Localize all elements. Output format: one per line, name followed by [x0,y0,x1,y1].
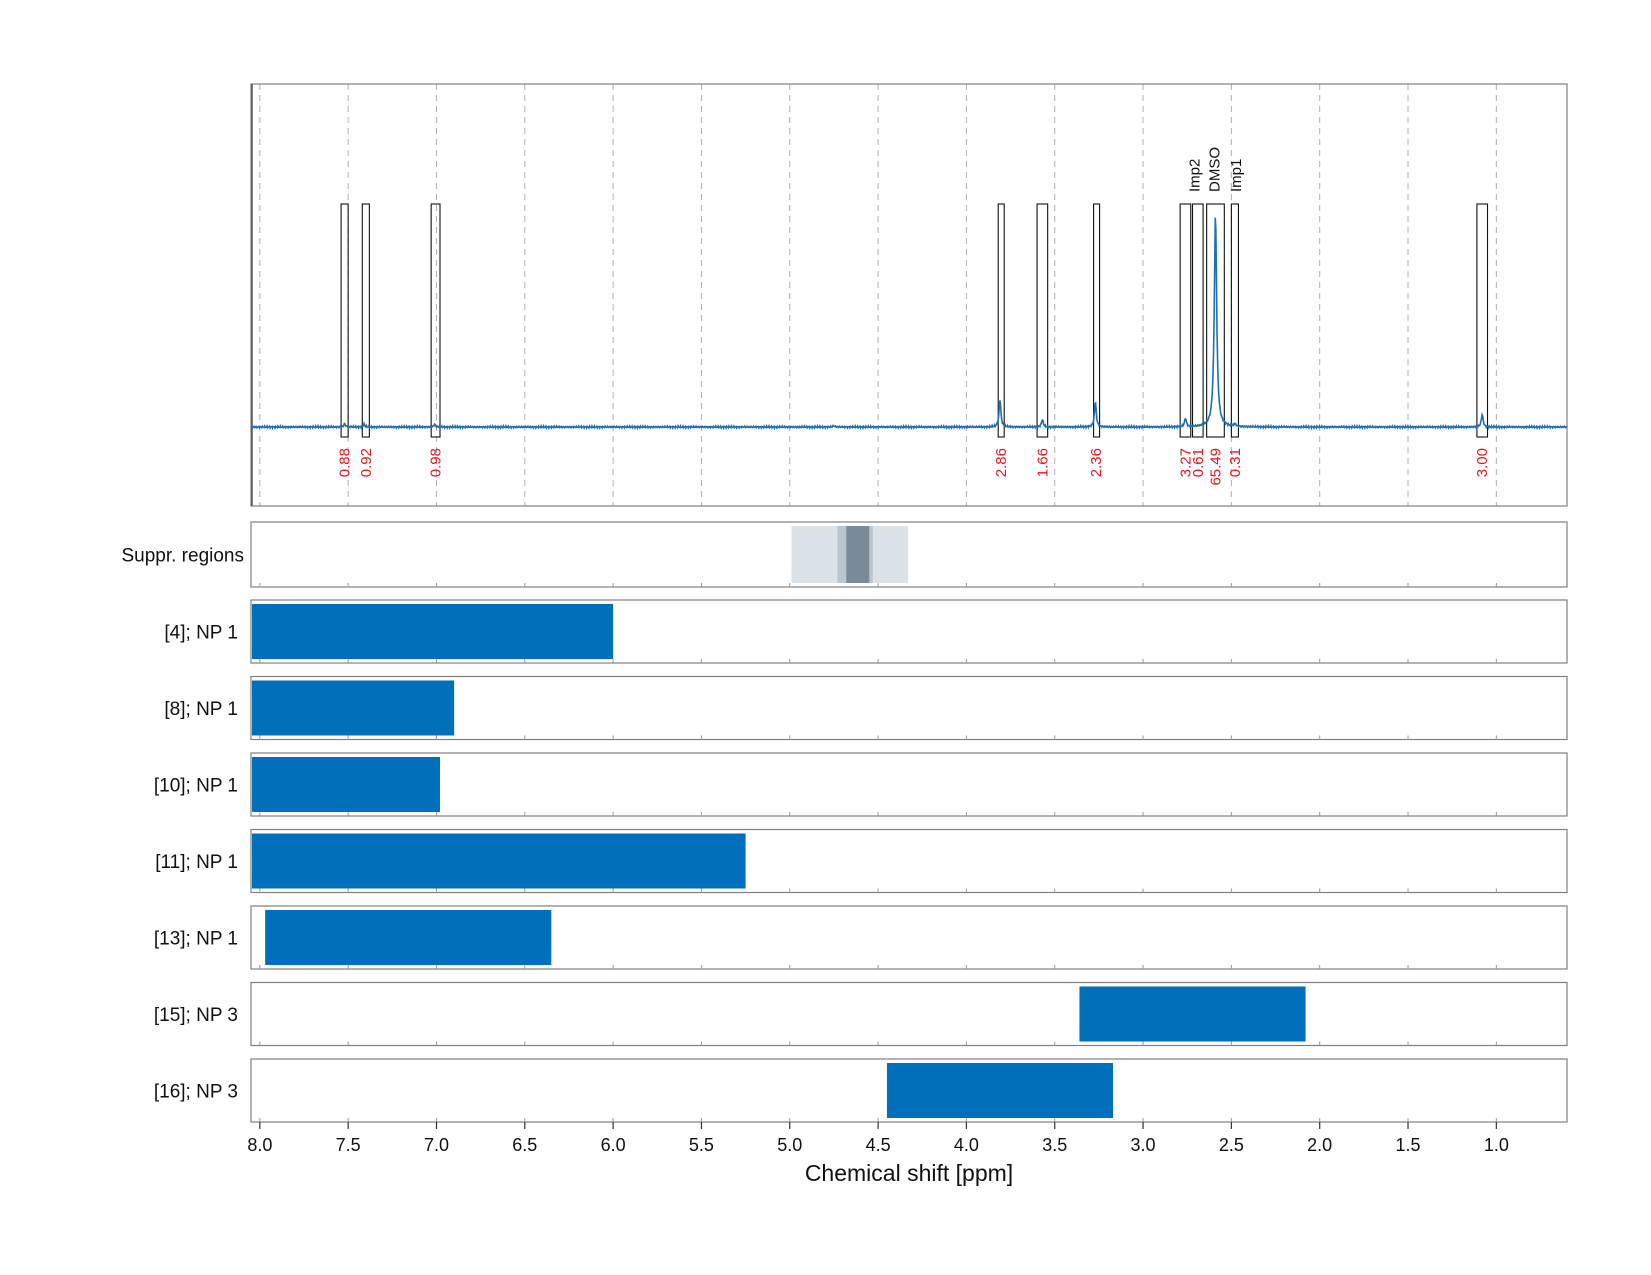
x-tick-label: 8.0 [247,1135,272,1155]
panel-frame [250,599,1568,664]
np-row-label: [8]; NP 1 [164,699,238,720]
np-row-label: [10]; NP 1 [154,776,238,797]
integral-value: 65.49 [1207,448,1224,486]
integration-region [1476,203,1489,438]
integration-region [1093,203,1101,438]
panel-frame [250,752,1568,817]
x-tick-label: 2.0 [1307,1135,1332,1155]
integral-value: 2.36 [1088,448,1105,477]
integral-value: 0.92 [358,448,375,477]
panel-frame [250,1058,1568,1123]
suppressed-regions-label: Suppr. regions [121,546,244,567]
x-axis-title: Chemical shift [ppm] [805,1160,1013,1186]
panel-frame [250,521,1568,588]
suppressed-regions [791,526,909,583]
integral-value: 0.61 [1190,448,1207,477]
integral-value: 0.98 [428,448,445,477]
x-tick-label: 7.0 [424,1135,449,1155]
integral-value: 3.00 [1474,448,1491,477]
x-tick-label: 6.5 [512,1135,537,1155]
panel-frame [250,905,1568,970]
row-labels: Suppr. regions [4]; NP 1 [8]; NP 1 [10]; NP… [121,546,244,1103]
spectrum-layer [250,217,1568,431]
np-range-bar [1079,986,1306,1042]
integration-region [430,203,441,438]
np-row-label: [16]; NP 3 [154,1082,238,1103]
x-tick-label: 4.0 [954,1135,979,1155]
integration-region [1191,203,1204,438]
integration-region [1036,203,1049,438]
integral-value: 1.66 [1034,448,1051,477]
integration-region [997,203,1005,438]
integration-regions [340,203,1489,438]
panel-frames [250,83,1568,1123]
peak-annotations: Imp2 DMSO Imp1 [1186,147,1245,192]
x-tick-label: 2.5 [1219,1135,1244,1155]
peak-annotation: Imp1 [1228,159,1245,192]
np-row-label: [4]; NP 1 [164,623,238,644]
integration-region [340,203,349,438]
panel-frame [250,675,1568,741]
np-range-bars [252,604,1306,1118]
integration-region [1230,203,1239,438]
np-range-bar [252,604,614,659]
x-tick-label: 6.0 [601,1135,626,1155]
np-range-bar [252,757,441,812]
integration-region [1206,203,1225,438]
np-row-label: [15]; NP 3 [154,1005,238,1026]
panel-frame [250,83,1568,507]
np-range-bar [886,1063,1114,1118]
np-range-bar [252,833,746,889]
x-tick-label: 3.0 [1131,1135,1156,1155]
x-tick-label: 7.5 [336,1135,361,1155]
spectrum-line [250,217,1568,431]
np-row-label: [11]; NP 1 [155,852,238,873]
np-range-bar [252,680,455,736]
x-tick-label: 1.0 [1484,1135,1509,1155]
integral-value: 3.27 [1177,448,1194,477]
x-tick-label: 5.5 [689,1135,714,1155]
x-tick-label: 3.5 [1042,1135,1067,1155]
x-tick-label: 5.0 [777,1135,802,1155]
integral-value: 2.86 [993,448,1010,477]
x-tick-label: 4.5 [866,1135,891,1155]
x-tick-label: 1.5 [1396,1135,1421,1155]
x-axis: 8.0 7.5 7.0 6.5 6.0 5.5 5.0 4.5 4.0 3.5 3.0 2.5 2.0 1… [247,1122,1509,1155]
np-range-bar [265,910,552,965]
integration-region [361,203,370,438]
peak-annotation: Imp2 [1186,159,1203,192]
grid-layer [259,84,1497,506]
integration-region [1179,203,1192,438]
suppressed-band [846,526,870,583]
integral-labels: 0.88 0.92 0.98 2.86 1.66 2.36 3.270.61 65.49 0.3… [337,448,1492,486]
panel-frame [250,828,1568,894]
panel-frame [250,981,1568,1047]
integral-value: 0.31 [1227,448,1244,477]
integral-value: 0.88 [337,448,354,477]
np-row-label: [13]; NP 1 [154,929,238,950]
peak-annotation: DMSO [1207,147,1224,192]
